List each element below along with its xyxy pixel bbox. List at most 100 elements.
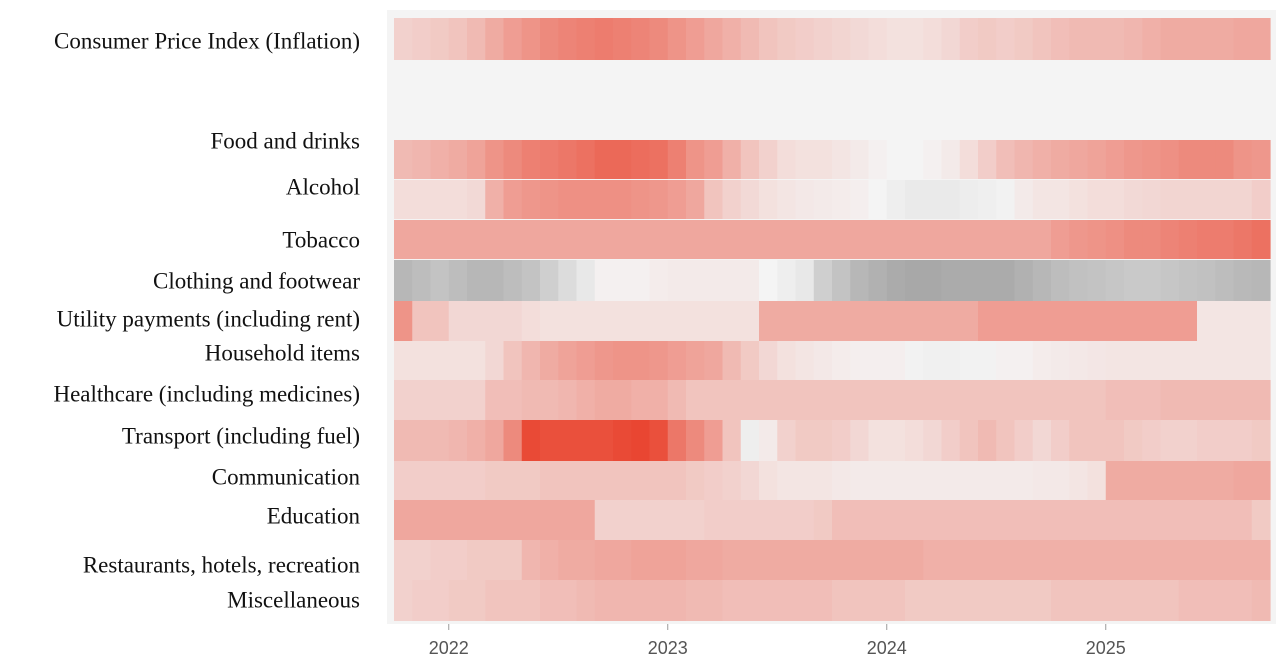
heatmap-cell xyxy=(1142,540,1162,580)
heatmap-cell xyxy=(485,380,505,420)
heatmap-cell xyxy=(777,580,797,621)
heatmap-cell xyxy=(1233,540,1253,580)
heatmap-cell xyxy=(467,180,486,219)
heatmap-cell xyxy=(540,18,559,60)
heatmap-cell xyxy=(448,420,468,461)
heatmap-cell xyxy=(1251,260,1271,301)
heatmap-cell xyxy=(558,380,578,420)
heatmap-cell xyxy=(996,301,1016,341)
heatmap-cell xyxy=(686,540,705,580)
heatmap-cell xyxy=(521,301,541,341)
heatmap-cell xyxy=(613,500,632,540)
heatmap-cell xyxy=(1124,341,1143,380)
heatmap-cell xyxy=(886,420,906,461)
heatmap-cell xyxy=(978,341,997,380)
heatmap-cell xyxy=(540,540,559,580)
heatmap-cell xyxy=(430,540,450,580)
heatmap-cell xyxy=(795,420,815,461)
heatmap-cell xyxy=(905,18,924,60)
heatmap-cell xyxy=(594,18,614,60)
x-tick-label: 2022 xyxy=(429,638,469,658)
heatmap-cell xyxy=(649,220,669,259)
heatmap-cell xyxy=(394,380,413,420)
heatmap-cell xyxy=(1178,301,1198,341)
heatmap-cell xyxy=(740,18,760,60)
heatmap-cell xyxy=(412,180,432,219)
heatmap-cell xyxy=(1160,420,1180,461)
heatmap-cell xyxy=(667,220,687,259)
heatmap-cell xyxy=(1124,220,1143,259)
heatmap-cell xyxy=(467,140,486,179)
heatmap-cell xyxy=(1215,500,1235,540)
heatmap-cell xyxy=(613,18,632,60)
heatmap-cell xyxy=(868,301,888,341)
heatmap-cell xyxy=(1087,301,1107,341)
heatmap-cell xyxy=(1051,420,1070,461)
heatmap-cell xyxy=(686,180,705,219)
heatmap-cell xyxy=(905,380,924,420)
heatmap-cell xyxy=(1105,580,1125,621)
heatmap-cell xyxy=(394,301,413,341)
heatmap-cell xyxy=(1142,341,1162,380)
heatmap-cell xyxy=(1160,461,1180,500)
row-label: Restaurants, hotels, recreation xyxy=(83,552,361,577)
heatmap-cell xyxy=(613,301,632,341)
heatmap-cell xyxy=(521,140,541,179)
heatmap-cell xyxy=(649,140,669,179)
heatmap-cell xyxy=(430,420,450,461)
heatmap-cell xyxy=(813,461,833,500)
heatmap-cell xyxy=(503,18,523,60)
heatmap-cell xyxy=(1032,500,1052,540)
heatmap-cell xyxy=(722,18,742,60)
heatmap-cell xyxy=(722,220,742,259)
heatmap-cell xyxy=(905,500,924,540)
heatmap-cell xyxy=(503,580,523,621)
heatmap-cell xyxy=(1197,301,1216,341)
heatmap-cell xyxy=(1051,140,1070,179)
heatmap-cell xyxy=(521,260,541,301)
heatmap-cell xyxy=(1197,140,1216,179)
heatmap-cell xyxy=(1105,341,1125,380)
heatmap-cell xyxy=(485,260,505,301)
heatmap-cell xyxy=(850,420,870,461)
heatmap-cell xyxy=(1142,380,1162,420)
heatmap-cell xyxy=(832,540,851,580)
heatmap-cell xyxy=(503,140,523,179)
heatmap-cell xyxy=(558,18,578,60)
heatmap-cell xyxy=(759,420,778,461)
heatmap-cell xyxy=(777,540,797,580)
heatmap-cell xyxy=(521,461,541,500)
heatmap-cell xyxy=(1197,18,1216,60)
heatmap-cell xyxy=(978,18,997,60)
heatmap-cell xyxy=(978,220,997,259)
heatmap-cell xyxy=(631,580,651,621)
heatmap-cell xyxy=(740,301,760,341)
heatmap-cell xyxy=(1087,18,1107,60)
heatmap-cell xyxy=(448,260,468,301)
heatmap-cell xyxy=(813,341,833,380)
heatmap-cell xyxy=(503,341,523,380)
heatmap-cell xyxy=(576,180,596,219)
heatmap-cell xyxy=(777,18,797,60)
heatmap-cell xyxy=(1178,540,1198,580)
heatmap-cell xyxy=(1105,540,1125,580)
heatmap-cell xyxy=(540,180,559,219)
heatmap-cell xyxy=(1014,341,1034,380)
heatmap-cell xyxy=(1032,140,1052,179)
heatmap-cell xyxy=(923,461,943,500)
heatmap-cell xyxy=(959,461,979,500)
heatmap-cell xyxy=(905,420,924,461)
heatmap-cell xyxy=(1160,180,1180,219)
heatmap-cell xyxy=(704,180,724,219)
heatmap-cell xyxy=(1160,500,1180,540)
heatmap-cell xyxy=(631,180,651,219)
heatmap-cell xyxy=(686,341,705,380)
heatmap-cell xyxy=(941,540,961,580)
heatmap-cell xyxy=(540,380,559,420)
heatmap-cell xyxy=(521,580,541,621)
heatmap-cell xyxy=(704,580,724,621)
heatmap-cell xyxy=(485,220,505,259)
heatmap-cell xyxy=(467,18,486,60)
heatmap-cell xyxy=(941,380,961,420)
